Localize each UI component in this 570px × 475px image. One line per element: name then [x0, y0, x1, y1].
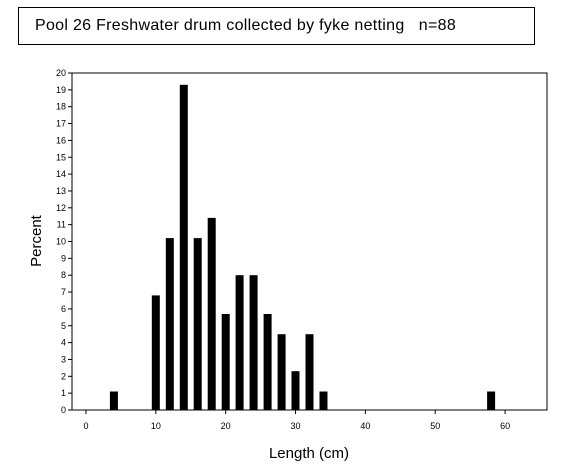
y-tick-label-17: 17 — [56, 119, 66, 129]
y-tick-label-11: 11 — [57, 220, 66, 230]
y-tick-label-9: 9 — [61, 253, 66, 263]
bar-28cm — [277, 334, 286, 410]
bar-20cm — [221, 314, 230, 410]
x-tick-label-20: 20 — [221, 421, 231, 431]
bar-18cm — [207, 217, 216, 410]
bar-34cm — [319, 391, 328, 410]
x-tick-label-30: 30 — [291, 421, 301, 431]
chart-title-text: Pool 26 Freshwater drum collected by fyk… — [35, 17, 405, 34]
bar-26cm — [263, 314, 272, 410]
y-tick-label-8: 8 — [61, 270, 66, 280]
x-tick-label-50: 50 — [430, 421, 440, 431]
y-tick-label-20: 20 — [56, 68, 66, 78]
bar-32cm — [305, 334, 314, 410]
x-tick-label-0: 0 — [83, 421, 88, 431]
y-axis-title: Percent — [28, 214, 45, 267]
bar-14cm — [179, 84, 188, 411]
y-tick-label-7: 7 — [61, 287, 66, 297]
y-tick-label-13: 13 — [56, 186, 66, 196]
x-axis-title: Length (cm) — [269, 445, 349, 462]
bar-12cm — [165, 238, 174, 410]
chart-title: Pool 26 Freshwater drum collected by fyk… — [35, 17, 456, 35]
bar-22cm — [235, 275, 244, 410]
y-tick-label-10: 10 — [56, 237, 66, 247]
bar-58cm — [487, 391, 496, 410]
y-tick-label-18: 18 — [56, 102, 66, 112]
chart-title-box: Pool 26 Freshwater drum collected by fyk… — [18, 7, 535, 45]
y-tick-label-15: 15 — [56, 152, 66, 162]
y-tick-label-3: 3 — [61, 354, 66, 364]
bar-10cm — [151, 295, 160, 410]
y-tick-label-14: 14 — [56, 169, 66, 179]
y-tick-label-2: 2 — [61, 371, 66, 381]
x-tick-label-60: 60 — [500, 421, 510, 431]
y-tick-label-16: 16 — [56, 135, 66, 145]
y-tick-label-5: 5 — [61, 321, 66, 331]
y-tick-label-0: 0 — [61, 405, 66, 415]
bar-24cm — [249, 275, 258, 410]
x-axis-ticks: 0 10 20 30 40 50 60 — [83, 410, 510, 431]
x-tick-label-10: 10 — [151, 421, 161, 431]
sample-size-annotation: n=88 — [418, 17, 457, 34]
x-tick-label-40: 40 — [360, 421, 370, 431]
y-tick-label-12: 12 — [56, 203, 66, 213]
y-tick-label-1: 1 — [61, 388, 66, 398]
bar-4cm — [109, 391, 118, 410]
bar-16cm — [193, 238, 202, 410]
y-tick-label-19: 19 — [56, 85, 66, 95]
bar-30cm — [291, 371, 300, 410]
bars-group — [109, 84, 496, 411]
y-tick-label-4: 4 — [61, 338, 66, 348]
y-tick-label-6: 6 — [61, 304, 66, 314]
